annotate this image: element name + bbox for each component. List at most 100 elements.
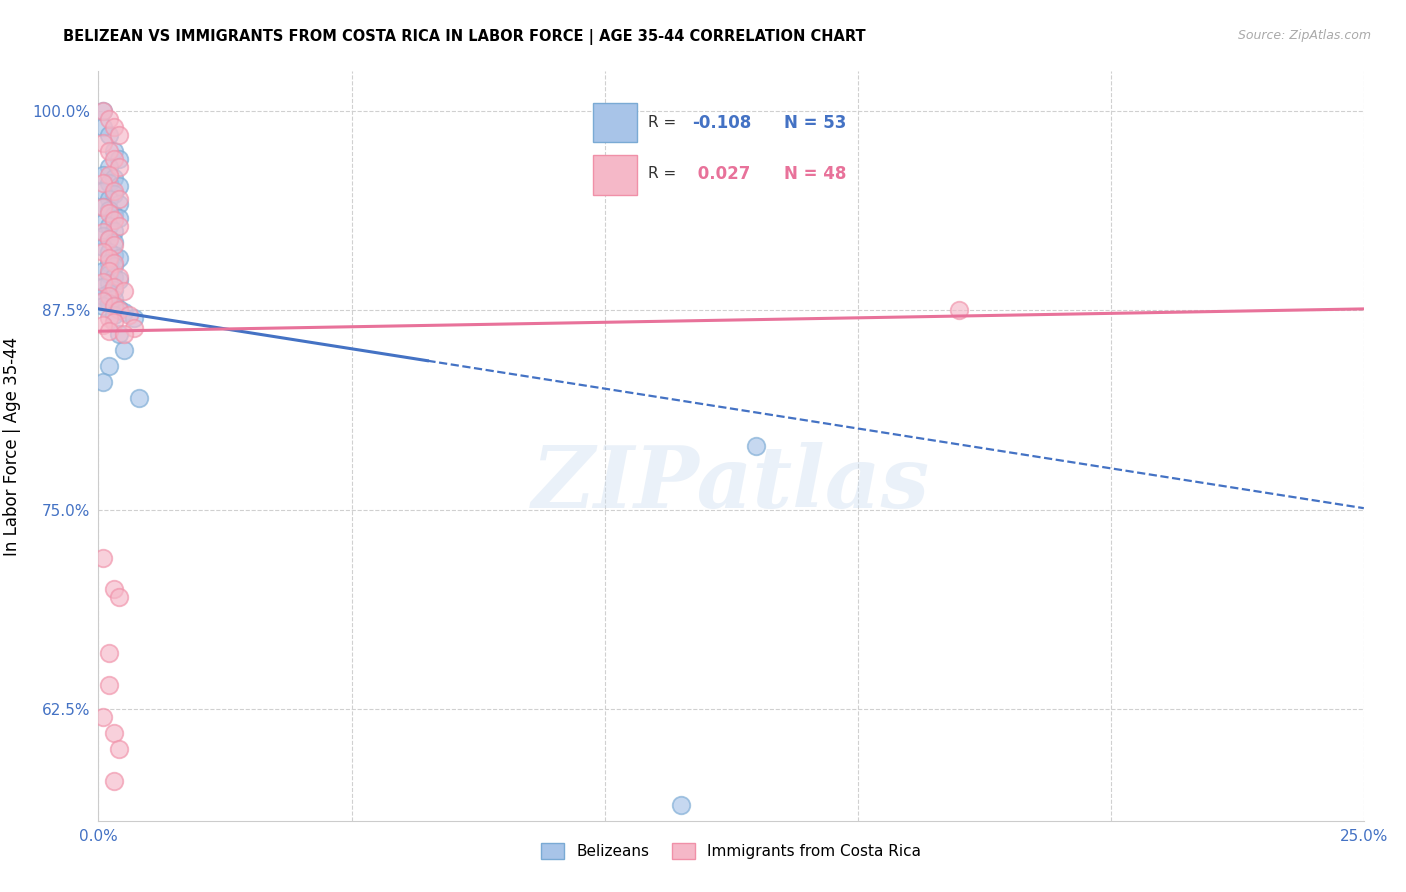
Point bbox=[97, 251, 120, 265]
Point bbox=[93, 279, 115, 293]
Point bbox=[122, 321, 145, 335]
Point bbox=[97, 678, 120, 692]
Point bbox=[97, 263, 120, 277]
Text: Source: ZipAtlas.com: Source: ZipAtlas.com bbox=[1237, 29, 1371, 42]
Point bbox=[97, 128, 120, 142]
Point bbox=[103, 255, 125, 269]
Point bbox=[103, 120, 125, 135]
Point bbox=[112, 343, 135, 358]
Point bbox=[103, 208, 125, 222]
Point bbox=[97, 192, 120, 206]
Point bbox=[107, 742, 129, 756]
Point bbox=[93, 240, 115, 254]
Y-axis label: In Labor Force | Age 35-44: In Labor Force | Age 35-44 bbox=[3, 336, 21, 556]
Point bbox=[97, 311, 120, 326]
Text: ZIPatlas: ZIPatlas bbox=[531, 442, 931, 525]
Point bbox=[97, 244, 120, 259]
Point bbox=[669, 797, 692, 812]
Point bbox=[93, 710, 115, 724]
Point bbox=[103, 212, 125, 227]
Point bbox=[107, 273, 129, 287]
Point bbox=[97, 324, 120, 338]
Point bbox=[103, 184, 125, 198]
Point bbox=[93, 263, 115, 277]
Point bbox=[93, 120, 115, 135]
Point bbox=[107, 152, 129, 166]
Point bbox=[97, 277, 120, 291]
Point bbox=[103, 171, 125, 186]
Point bbox=[128, 391, 150, 405]
Point bbox=[97, 160, 120, 174]
Point bbox=[103, 726, 125, 740]
Point bbox=[948, 303, 970, 318]
Point bbox=[103, 144, 125, 158]
Point bbox=[103, 238, 125, 252]
Point bbox=[93, 550, 115, 565]
Point bbox=[97, 255, 120, 269]
Point bbox=[97, 285, 120, 300]
Point bbox=[118, 308, 141, 322]
Point bbox=[93, 200, 115, 214]
Point bbox=[112, 327, 135, 342]
Point bbox=[97, 202, 120, 217]
Point bbox=[93, 228, 115, 243]
Point bbox=[112, 285, 135, 299]
Point bbox=[107, 196, 129, 211]
Point bbox=[93, 299, 115, 313]
Point bbox=[97, 289, 120, 303]
Point bbox=[103, 279, 125, 293]
Point bbox=[97, 232, 120, 246]
Point bbox=[122, 311, 145, 326]
Point bbox=[103, 248, 125, 262]
Point bbox=[107, 128, 129, 142]
Point bbox=[97, 219, 120, 233]
Legend: Belizeans, Immigrants from Costa Rica: Belizeans, Immigrants from Costa Rica bbox=[534, 838, 928, 865]
Point bbox=[97, 206, 120, 220]
Point bbox=[107, 591, 129, 605]
Point bbox=[103, 187, 125, 202]
Point bbox=[745, 439, 768, 453]
Point bbox=[93, 293, 115, 308]
Point bbox=[103, 152, 125, 166]
Point bbox=[97, 232, 120, 246]
Point bbox=[103, 270, 125, 285]
Point bbox=[97, 295, 120, 310]
Point bbox=[107, 301, 129, 316]
Point bbox=[103, 582, 125, 597]
Point bbox=[93, 289, 115, 303]
Point bbox=[107, 303, 129, 318]
Point bbox=[103, 773, 125, 788]
Point bbox=[107, 327, 129, 342]
Point bbox=[103, 235, 125, 249]
Point bbox=[93, 318, 115, 332]
Point bbox=[93, 176, 115, 190]
Point bbox=[107, 211, 129, 225]
Point bbox=[93, 104, 115, 119]
Point bbox=[107, 192, 129, 206]
Text: BELIZEAN VS IMMIGRANTS FROM COSTA RICA IN LABOR FORCE | AGE 35-44 CORRELATION CH: BELIZEAN VS IMMIGRANTS FROM COSTA RICA I… bbox=[63, 29, 866, 45]
Point bbox=[103, 259, 125, 273]
Point bbox=[93, 136, 115, 150]
Point bbox=[103, 293, 125, 307]
Point bbox=[97, 267, 120, 281]
Point bbox=[107, 270, 129, 285]
Point bbox=[103, 299, 125, 313]
Point bbox=[107, 251, 129, 265]
Point bbox=[93, 244, 115, 259]
Point bbox=[93, 200, 115, 214]
Point bbox=[93, 275, 115, 289]
Point bbox=[103, 308, 125, 322]
Point bbox=[93, 168, 115, 182]
Point bbox=[107, 179, 129, 194]
Point bbox=[93, 216, 115, 230]
Point bbox=[103, 315, 125, 329]
Point bbox=[103, 224, 125, 238]
Point bbox=[97, 359, 120, 374]
Point bbox=[97, 168, 120, 182]
Point bbox=[93, 104, 115, 119]
Point bbox=[112, 305, 135, 319]
Point bbox=[107, 219, 129, 233]
Point bbox=[97, 176, 120, 190]
Point bbox=[93, 226, 115, 240]
Point bbox=[103, 283, 125, 297]
